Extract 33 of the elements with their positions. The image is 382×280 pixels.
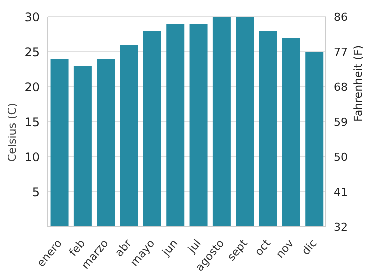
x-tick-label: feb [66, 237, 88, 259]
y2-tick-label: 77 [334, 46, 348, 59]
y-tick-label: 10 [24, 150, 40, 164]
y2-tick-label: 32 [334, 220, 348, 234]
y-tick-label: 20 [24, 80, 40, 94]
y2-tick-label: 50 [334, 150, 348, 164]
y2-tick-label: 59 [334, 116, 348, 129]
y2-tick-label: 41 [334, 186, 348, 199]
bar [74, 66, 92, 227]
bar [259, 31, 278, 227]
x-tick-label: oct [252, 236, 274, 259]
y2-tick-label: 86 [334, 10, 348, 24]
bar [97, 59, 116, 227]
bar [190, 24, 208, 227]
bar [166, 24, 185, 227]
x-tick-label: dic [299, 237, 320, 258]
bar [306, 52, 324, 227]
bar [143, 31, 162, 227]
x-tick-label: abr [112, 236, 135, 260]
y-axis-title: Celsius (C) [6, 103, 19, 162]
x-tick-label: nov [274, 236, 297, 261]
y-tick-label: 5 [32, 185, 40, 200]
y-tick-label: 15 [24, 115, 40, 130]
y2-axis-title: Fahrenheit (F) [352, 45, 365, 122]
x-tick-label: jun [159, 237, 181, 260]
y2-tick-label: 68 [334, 80, 348, 94]
y-tick-label: 25 [24, 45, 40, 60]
bar [236, 17, 254, 227]
bar [50, 59, 69, 227]
bar [212, 17, 231, 227]
bar [120, 45, 138, 227]
bar [282, 38, 300, 227]
y-tick-label: 30 [24, 10, 40, 24]
